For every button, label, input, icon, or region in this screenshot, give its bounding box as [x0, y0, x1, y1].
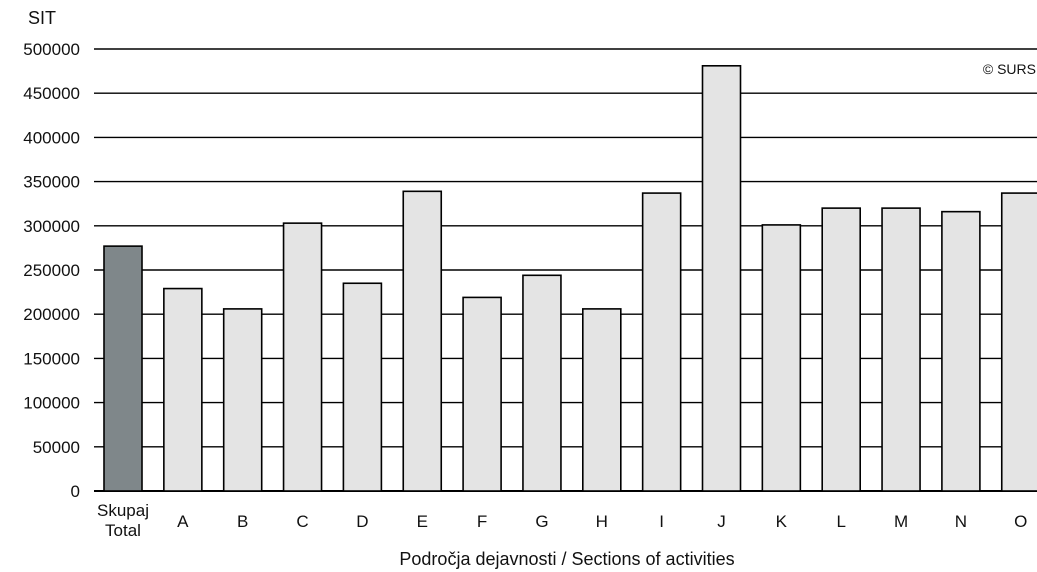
x-tick-label: L — [836, 512, 845, 531]
bar — [522, 274, 562, 492]
y-tick-label: 200000 — [23, 305, 80, 324]
x-tick-label: M — [894, 512, 908, 531]
y-tick-label: 150000 — [23, 349, 80, 368]
x-tick-label: N — [955, 512, 967, 531]
bar — [1000, 192, 1037, 492]
x-axis-title: Področja dejavnosti / Sections of activi… — [399, 549, 734, 569]
bar — [761, 224, 802, 492]
y-tick-label: 450000 — [23, 84, 80, 103]
bar — [163, 287, 203, 492]
bar — [941, 210, 981, 492]
y-tick-label: 100000 — [23, 394, 80, 413]
bars — [103, 64, 1037, 492]
y-tick-label: 350000 — [23, 173, 80, 192]
x-tick-label: Skupaj Total — [97, 501, 149, 540]
y-tick-label: 500000 — [23, 40, 80, 59]
y-tick-label: 400000 — [23, 128, 80, 147]
bar — [641, 192, 682, 492]
x-tick-label: E — [417, 512, 428, 531]
y-axis-unit-label: SIT — [28, 8, 56, 28]
bar — [581, 308, 622, 492]
y-tick-label: 250000 — [23, 261, 80, 280]
x-tick-label: B — [237, 512, 248, 531]
bar — [402, 190, 443, 492]
bar — [462, 296, 502, 492]
x-tick-label: A — [177, 512, 189, 531]
x-tick-label: D — [356, 512, 368, 531]
bar — [881, 207, 921, 492]
bar — [701, 64, 742, 492]
bar — [342, 282, 383, 492]
y-tick-label: 0 — [71, 482, 80, 501]
y-tick-labels: 0 50000 100000 150000 200000 250000 300000 3500… — [23, 40, 80, 501]
x-tick-label: C — [296, 512, 308, 531]
x-tick-label: G — [535, 512, 548, 531]
y-tick-label: 300000 — [23, 217, 80, 236]
bar — [103, 245, 143, 492]
copyright-label: © SURS — [983, 61, 1036, 77]
x-tick-label: J — [717, 512, 726, 531]
x-tick-labels: Skupaj Total A B C D E F G H I J K L M N O — [97, 501, 1027, 540]
bar — [222, 308, 263, 492]
x-tick-label: O — [1014, 512, 1027, 531]
bar — [821, 207, 862, 492]
x-tick-label: K — [776, 512, 788, 531]
x-tick-label: F — [477, 512, 487, 531]
x-tick-label: H — [596, 512, 608, 531]
y-tick-label: 50000 — [33, 438, 80, 457]
bar — [282, 222, 323, 492]
x-tick-label: I — [659, 512, 664, 531]
